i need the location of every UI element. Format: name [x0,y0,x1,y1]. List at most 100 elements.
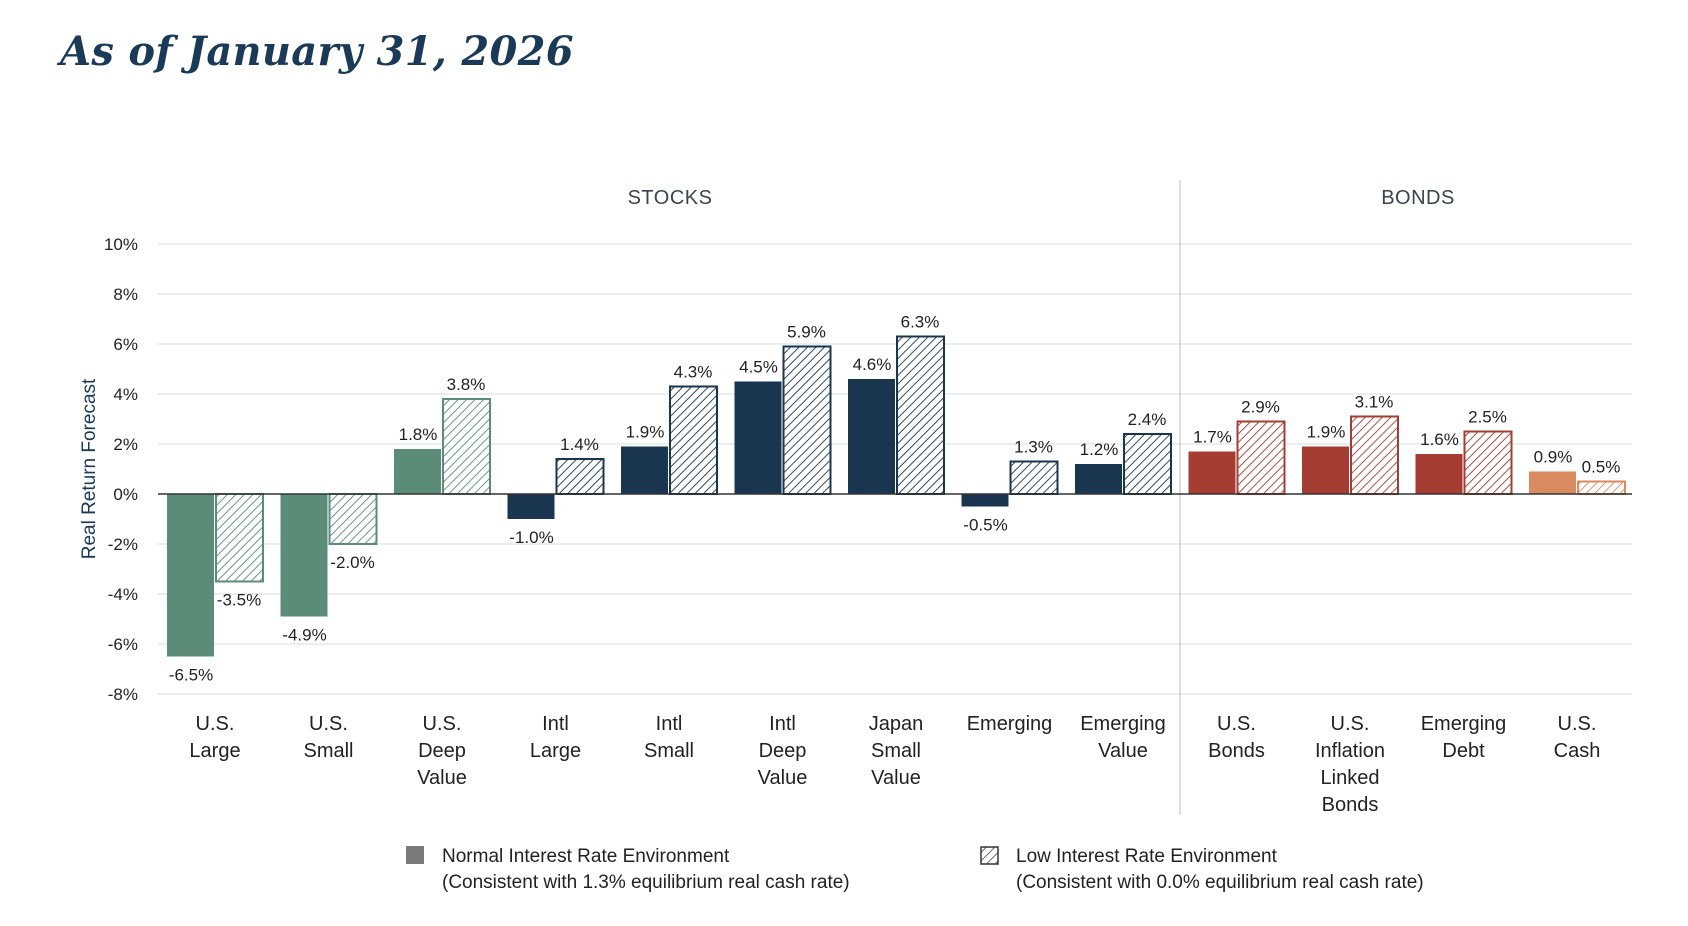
bar-low [669,385,718,495]
data-label-normal: -0.5% [963,516,1007,535]
category-label: Deep [418,740,466,762]
category-label: Emerging [1421,713,1507,735]
data-label-low: -2.0% [330,553,374,572]
y-tick-label: 4% [113,385,138,404]
bar-low [1350,415,1399,495]
data-label-low: 5.9% [787,323,826,342]
page-title: As of January 31, 2026 [60,28,574,75]
data-label-low: -3.5% [217,591,261,610]
bar-low [1463,430,1513,495]
data-label-low: 2.5% [1468,408,1507,427]
bar-low [782,345,832,495]
bar-low [442,398,491,495]
data-label-normal: -1.0% [509,528,553,547]
category-label: Emerging [967,713,1053,735]
bar-normal [961,494,1009,507]
bar-normal [848,379,895,494]
y-tick-label: 10% [104,235,138,254]
y-tick-label: -8% [108,685,138,704]
category-label: Intl [542,713,569,735]
legend: Normal Interest Rate Environment (Consist… [406,846,1424,893]
bar-normal [621,446,668,494]
bar-normal [1188,451,1236,494]
data-label-low: 3.1% [1355,393,1394,412]
legend-series-note: (Consistent with 0.0% equilibrium real c… [1016,872,1424,893]
category-label: Large [189,740,240,762]
y-tick-label: 8% [113,285,138,304]
category-label: Intl [656,713,683,735]
category-label: Large [530,740,581,762]
category-label: Value [1098,740,1148,762]
bar-normal [734,381,782,494]
category-label: Cash [1554,740,1601,762]
category-label: Value [758,767,808,789]
bar-normal [1075,464,1122,494]
y-tick-label: -6% [108,635,138,654]
bar-low [896,335,945,495]
category-label: U.S. [196,713,235,735]
bar-normal [280,494,328,617]
section-headers: STOCKS BONDS [628,180,1455,815]
bar-normal [394,449,441,494]
category-label: Small [871,740,921,762]
y-tick-label: 0% [113,485,138,504]
category-label: Small [644,740,694,762]
category-label: Inflation [1315,740,1385,762]
bar-low [1577,480,1626,495]
bar-low [328,493,378,545]
category-label: Value [871,767,921,789]
data-label-normal: 1.8% [399,425,438,444]
legend-series-note: (Consistent with 1.3% equilibrium real c… [442,872,850,893]
data-labels: -6.5% -3.5% -4.9% -2.0% 1.8% 3.8% -1.0% 1.4% 1.9… [169,313,1621,685]
y-tick-label: -4% [108,585,138,604]
category-label: Debt [1442,740,1485,762]
data-label-low: 2.9% [1241,398,1280,417]
category-label: Small [303,740,353,762]
category-label: Linked [1321,767,1380,789]
y-tick-label: -2% [108,535,138,554]
category-label: Deep [759,740,807,762]
data-label-normal: 4.5% [739,358,778,377]
y-axis-label: Real Return Forecast [79,378,100,559]
legend-series-name: Normal Interest Rate Environment [442,846,730,867]
category-label: U.S. [309,713,348,735]
data-label-low: 4.3% [674,363,713,382]
data-label-normal: 1.9% [626,423,665,442]
y-axis-ticks: 10% 8% 6% 4% 2% 0% -2% -4% -6% -8% [104,235,138,704]
bar-low [1236,420,1286,495]
data-label-normal: 4.6% [853,355,892,374]
data-label-low: 1.4% [560,435,599,454]
bar-low [555,458,605,495]
category-label: Intl [769,713,796,735]
category-label: Bonds [1322,794,1379,816]
category-label: U.S. [1558,713,1597,735]
data-label-normal: -6.5% [169,666,213,685]
category-label: Japan [869,713,924,735]
category-label: Bonds [1208,740,1265,762]
bar-normal [1529,471,1576,494]
category-label: Value [417,767,467,789]
bar-normal [507,494,555,519]
data-label-normal: 0.9% [1534,448,1573,467]
category-label: Emerging [1080,713,1166,735]
legend-series-name: Low Interest Rate Environment [1016,846,1278,867]
data-label-low: 6.3% [901,313,940,332]
y-tick-label: 6% [113,335,138,354]
category-label: U.S. [1331,713,1370,735]
data-label-normal: -4.9% [282,626,326,645]
data-label-normal: 1.6% [1420,430,1459,449]
bar-low [1009,460,1059,495]
legend-swatch-solid [406,846,424,864]
bar-normal [1302,446,1349,494]
gridlines [158,243,1632,695]
data-label-low: 1.3% [1014,438,1053,457]
section-header: STOCKS [628,187,713,209]
data-label-normal: 1.7% [1193,428,1232,447]
bar-low [215,493,264,583]
bar-low [1123,433,1172,495]
category-labels: U.S. Large U.S. Small U.S. Deep Value Intl Large… [189,713,1600,816]
section-header: BONDS [1381,187,1455,209]
bar-normal [167,494,214,657]
data-label-low: 3.8% [447,375,486,394]
